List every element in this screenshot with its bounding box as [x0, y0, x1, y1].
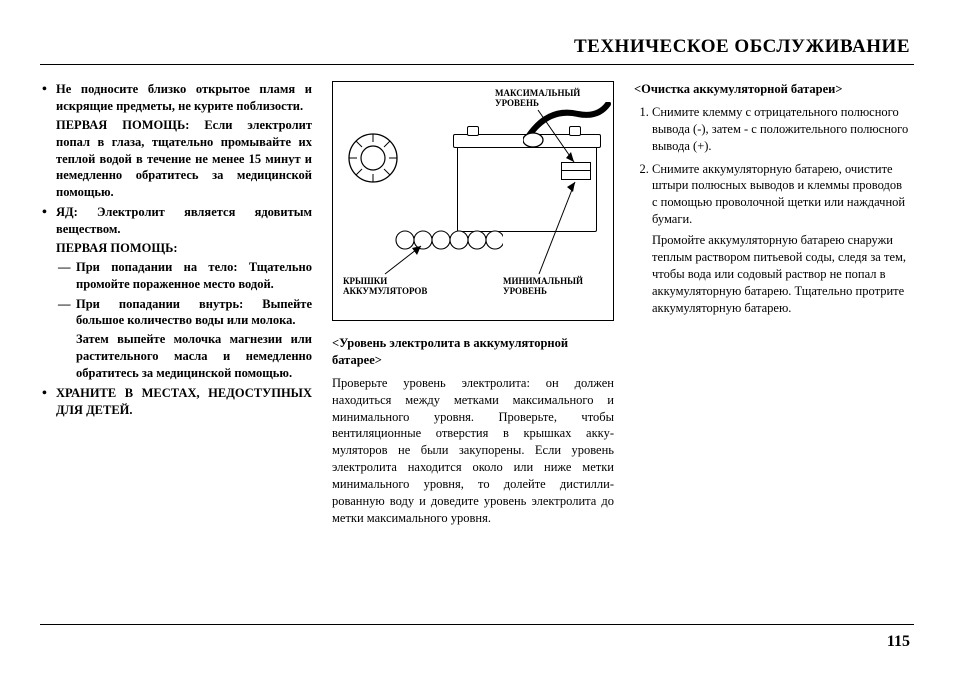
step-1: Снимите клемму с отрицательного полюсног…: [652, 104, 910, 155]
step-2-text: Снимите аккумуляторную батарею, очистите…: [652, 162, 905, 227]
arrow-caps-icon: [381, 242, 431, 278]
first-aid-label-1: ПЕРВАЯ ПОМОЩЬ:: [56, 118, 189, 132]
dash-body: При попадании на тело: Тща­тельно промой…: [56, 259, 312, 293]
battery-post-left-icon: [467, 126, 479, 136]
manual-page: ТЕХНИЧЕСКОЕ ОБСЛУЖИВАНИЕ Не подносите бл…: [0, 0, 954, 673]
page-title: ТЕХНИЧЕСКОЕ ОБСЛУЖИВАНИЕ: [40, 36, 914, 58]
column-right: <Очистка аккумуляторной батареи> Снимите…: [634, 81, 910, 527]
page-number: 115: [887, 633, 910, 651]
bullet-flame: Не подносите близко открытое пламя и иск…: [40, 81, 312, 201]
step-2: Снимите аккумуляторную батарею, очистите…: [652, 161, 910, 317]
first-aid-label-2: ПЕРВАЯ ПОМОЩЬ:: [56, 240, 312, 257]
arrow-max-icon: [528, 108, 588, 168]
poison-text: Электролит является ядови­тым веществом.: [56, 205, 312, 236]
step-2-extra: Промойте аккумуляторную батарею снаружи …: [652, 232, 910, 316]
dash-swallow: При попадании внутрь: Выпейте большое ко…: [56, 296, 312, 382]
bottom-rule: [40, 624, 914, 625]
battery-level-line-icon: [561, 170, 591, 171]
column-middle: МАКСИМАЛЬНЫЙУРОВЕНЬ МИНИМАЛЬНЫЙУРОВЕНЬ К…: [332, 81, 614, 527]
column-left: Не подносите близко открытое пламя и иск…: [40, 81, 312, 527]
cleaning-heading: <Очистка аккумуляторной батареи>: [634, 81, 910, 98]
label-caps: КРЫШКИАККУМУЛЯТОРОВ: [343, 276, 427, 297]
poison-label: ЯД:: [56, 205, 78, 219]
arrow-min-icon: [533, 178, 583, 278]
label-min-level: МИНИМАЛЬНЫЙУРОВЕНЬ: [503, 276, 583, 297]
dash-swallow-extra: Затем выпейте молочка магне­зии или раст…: [76, 331, 312, 382]
columns: Не подносите близко открытое пламя и иск…: [40, 81, 914, 527]
cleaning-steps: Снимите клемму с отрицательного полюсног…: [634, 104, 910, 317]
electrolyte-text: Проверьте уровень электролита: он должен…: [332, 375, 614, 527]
electrolyte-heading: <Уровень электролита в аккумуляторной ба…: [332, 335, 614, 369]
bullet-poison: ЯД: Электролит является ядови­тым вещест…: [40, 204, 312, 382]
dash-swallow-text: При попадании внутрь: Выпейте большое ко…: [76, 297, 312, 328]
battery-figure: МАКСИМАЛЬНЫЙУРОВЕНЬ МИНИМАЛЬНЫЙУРОВЕНЬ К…: [332, 81, 614, 321]
bullet-children: ХРАНИТЕ В МЕСТАХ, НЕДОСТУП­НЫХ ДЛЯ ДЕТЕЙ…: [40, 385, 312, 419]
battery-cap-icon: [341, 126, 405, 190]
bullet-flame-text: Не подносите близко открытое пламя и иск…: [56, 82, 312, 113]
top-rule: [40, 64, 914, 65]
